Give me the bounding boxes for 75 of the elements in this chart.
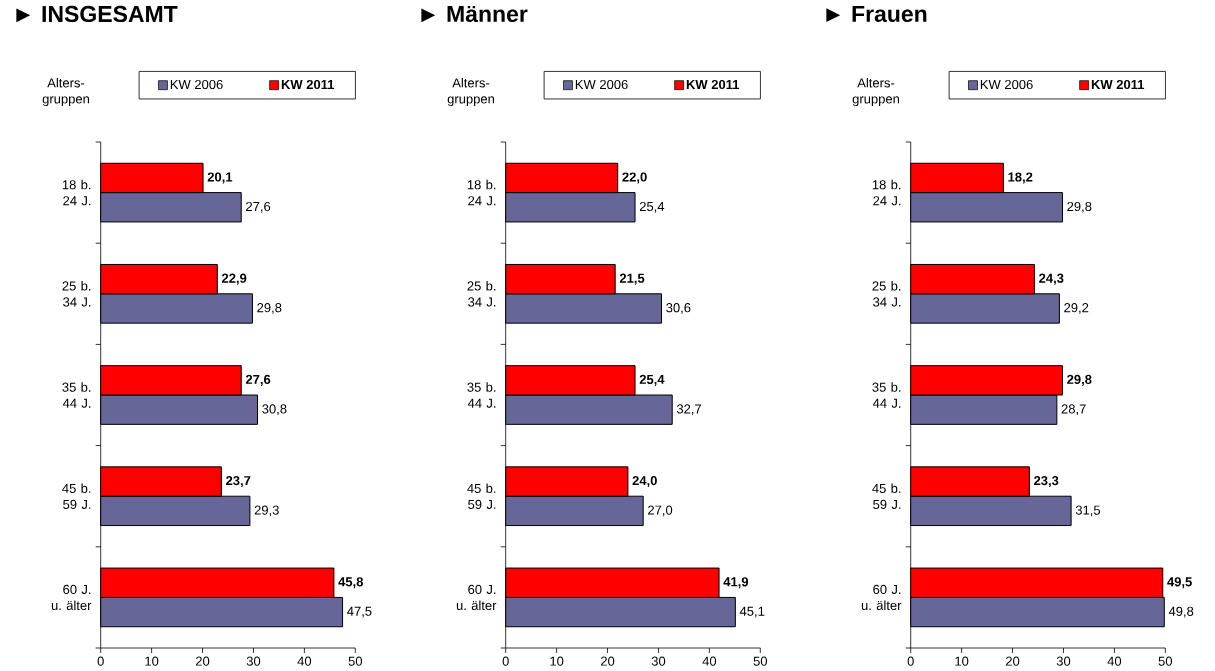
y-axis-title: Alters- gruppen: [852, 77, 900, 107]
y-tick-label: 35 b. 44 J.: [467, 382, 496, 408]
data-label: 29,8: [1067, 201, 1092, 213]
data-label: 30,6: [666, 303, 691, 314]
data-label: 29,3: [254, 505, 279, 517]
legend-label: KW 2006: [170, 79, 223, 90]
chart-title: ► INSGESAMT: [16, 5, 178, 23]
x-tick-label: 10: [550, 656, 564, 666]
y-tick-label: 35 b. 44 J.: [62, 382, 91, 408]
data-label: 45,1: [739, 606, 765, 618]
data-label: 27,6: [245, 374, 271, 386]
y-tick-label: 60 J. u. älter: [861, 584, 902, 611]
y-tick-label: 18 b. 24 J.: [872, 179, 901, 206]
x-tick-label: 10: [145, 656, 159, 666]
y-tick-label: 45 b. 59 J.: [872, 483, 901, 509]
y-tick-label: 25 b. 34 J.: [872, 281, 901, 307]
data-label: 21,5: [619, 273, 645, 285]
data-label: 49,8: [1168, 606, 1194, 618]
data-label: 23,3: [1034, 475, 1059, 488]
data-label: 25,4: [639, 374, 665, 386]
y-tick-label: 25 b. 34 J.: [467, 281, 496, 307]
y-axis-title: Alters- gruppen: [447, 77, 495, 107]
data-label: 32,7: [676, 404, 702, 416]
y-tick-label: 35 b. 44 J.: [872, 382, 901, 408]
data-label: 27,6: [246, 201, 271, 213]
y-tick-label: 18 b. 24 J.: [467, 179, 496, 206]
data-label: 22,0: [622, 172, 647, 184]
x-tick-label: 50: [753, 656, 768, 666]
data-label: 29,8: [257, 303, 282, 314]
x-tick-label: 0: [97, 656, 104, 666]
legend-label: KW 2006: [980, 79, 1033, 90]
data-label: 41,9: [723, 577, 749, 589]
x-tick-label: 50: [348, 656, 363, 666]
chart-title: ► Männer: [421, 5, 528, 23]
x-tick-label: 10: [955, 656, 969, 666]
y-tick-label: 60 J. u. älter: [456, 584, 497, 611]
legend-label: KW 2006: [575, 79, 628, 90]
data-label: 25,4: [639, 201, 665, 213]
y-tick-label: 18 b. 24 J.: [62, 179, 91, 206]
data-label: 23,7: [226, 475, 251, 488]
data-label: 30,8: [262, 404, 287, 416]
x-tick-label: 20: [600, 656, 615, 666]
y-axis-title: Alters- gruppen: [42, 77, 89, 107]
x-tick-label: 40: [1107, 656, 1122, 666]
x-tick-label: 20: [1005, 656, 1020, 666]
data-label: 45,8: [338, 577, 364, 589]
x-tick-label: 30: [246, 656, 261, 666]
legend-label: KW 2011: [686, 79, 740, 90]
legend-label: KW 2011: [1091, 79, 1145, 90]
data-label: 27,0: [648, 505, 673, 517]
x-tick-label: 40: [297, 656, 312, 666]
x-tick-label: 0: [907, 656, 914, 666]
y-tick-label: 60 J. u. älter: [51, 584, 92, 611]
x-tick-label: 50: [1158, 656, 1173, 666]
chart-title: ► Frauen: [826, 5, 927, 23]
x-tick-label: 30: [651, 656, 666, 666]
data-label: 24,0: [632, 475, 657, 488]
x-tick-label: 30: [1056, 656, 1071, 666]
data-label: 22,9: [221, 273, 247, 285]
y-tick-label: 45 b. 59 J.: [467, 483, 496, 509]
data-label: 47,5: [347, 606, 372, 618]
x-tick-label: 20: [195, 656, 210, 666]
y-tick-label: 45 b. 59 J.: [62, 483, 91, 509]
y-tick-label: 25 b. 34 J.: [62, 281, 91, 307]
x-tick-label: 40: [702, 656, 717, 666]
data-label: 20,1: [207, 172, 233, 184]
data-label: 49,5: [1167, 577, 1192, 589]
data-label: 31,5: [1075, 505, 1101, 517]
data-label: 18,2: [1008, 172, 1033, 184]
data-label: 28,7: [1061, 404, 1086, 416]
data-label: 24,3: [1039, 273, 1064, 285]
legend-label: KW 2011: [281, 79, 335, 90]
x-tick-label: 0: [502, 656, 509, 666]
data-label: 29,2: [1064, 303, 1089, 314]
data-label: 29,8: [1067, 374, 1092, 386]
